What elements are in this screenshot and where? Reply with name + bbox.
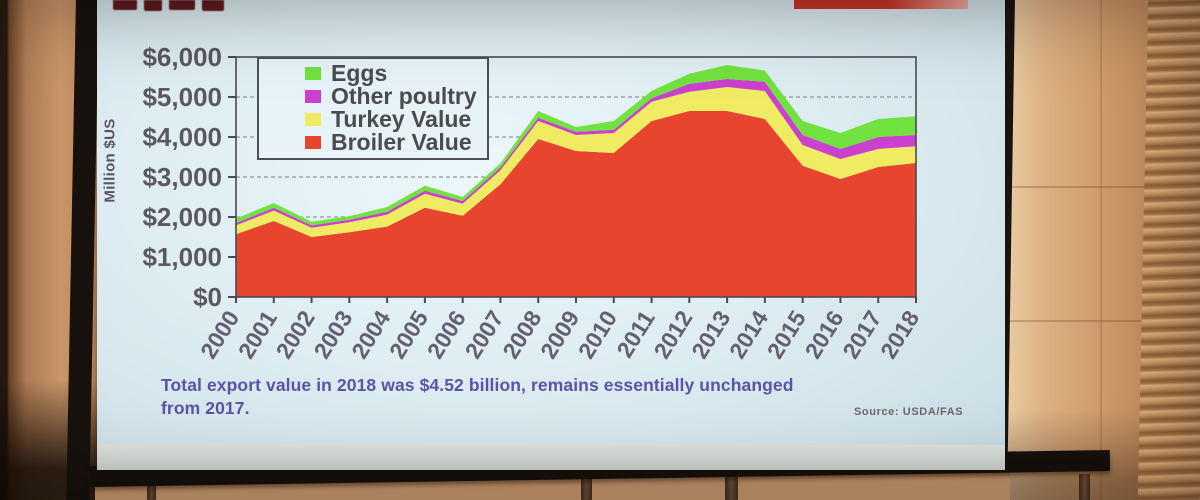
x-tick-label: 2005 xyxy=(384,306,433,363)
legend-swatch-other-poultry xyxy=(305,90,321,103)
y-tick-label: $3,000 xyxy=(142,162,222,192)
area-band-broiler-value xyxy=(236,111,916,297)
x-tick-label: 2012 xyxy=(648,306,697,363)
table-leg xyxy=(1079,474,1090,500)
x-tick-label: 2007 xyxy=(460,306,509,363)
y-tick-label: $2,000 xyxy=(142,202,222,232)
slide-logo-cutoff xyxy=(794,0,968,9)
room-wall-right xyxy=(1000,0,1148,500)
x-tick-label: 2001 xyxy=(233,306,282,363)
table-leg xyxy=(725,476,738,500)
x-tick-label: 2015 xyxy=(762,306,811,363)
legend-item: Eggs xyxy=(305,62,483,85)
x-tick-label: 2003 xyxy=(308,306,357,363)
projector-screen-slide: Million $US $0 $1,000 $2,000 $3,000 $4,000 $5… xyxy=(97,0,1005,470)
legend-swatch-broiler-value xyxy=(305,136,321,149)
stacked-area-chart: $0 $1,000 $2,000 $3,000 $4,000 $5,000 $6,000 20… xyxy=(142,42,924,363)
legend-label: Broiler Value xyxy=(331,129,472,155)
x-tick-label: 2009 xyxy=(535,306,584,363)
chart-legend: Eggs Other poultry Turkey Value Broiler Val… xyxy=(257,57,489,160)
legend-label: Turkey Value xyxy=(331,106,472,132)
y-tick-label: $0 xyxy=(193,282,222,312)
x-tick-label: 2013 xyxy=(686,306,735,363)
legend-swatch-turkey-value xyxy=(305,113,321,126)
caption-line: from 2017. xyxy=(161,398,250,419)
x-tick-label: 2004 xyxy=(346,306,395,363)
y-tick-label: $5,000 xyxy=(142,82,222,112)
screen-unlit-strip xyxy=(97,445,1005,470)
slide-title-cutoff xyxy=(113,0,224,11)
source-note: Source: USDA/FAS xyxy=(854,406,964,418)
x-tick-label: 2014 xyxy=(724,306,773,363)
x-tick-label: 2006 xyxy=(422,306,471,363)
legend-label: Eggs xyxy=(331,60,388,86)
x-tick-label: 2000 xyxy=(195,306,244,363)
legend-item: Other poultry xyxy=(305,85,483,108)
wall-seam xyxy=(1100,0,1102,500)
legend-swatch-eggs xyxy=(305,67,321,80)
table-leg xyxy=(581,476,592,500)
legend-item: Broiler Value xyxy=(305,131,483,154)
x-tick-label: 2016 xyxy=(800,306,849,363)
legend-label: Other poultry xyxy=(331,83,477,109)
y-tick-label: $4,000 xyxy=(142,122,222,152)
slide-caption: Total export value in 2018 was $4.52 bil… xyxy=(161,374,881,420)
y-tick-label: $1,000 xyxy=(142,242,222,272)
x-tick-label: 2010 xyxy=(573,306,622,363)
y-tick-label: $6,000 xyxy=(142,42,222,72)
legend-item: Turkey Value xyxy=(305,108,483,131)
caption-line: Total export value in 2018 was $4.52 bil… xyxy=(161,375,794,395)
table-leg xyxy=(147,476,156,500)
wall-seam xyxy=(1005,320,1148,322)
x-tick-label: 2018 xyxy=(875,306,924,363)
x-tick-label: 2011 xyxy=(611,306,660,362)
x-tick-label: 2002 xyxy=(271,306,320,363)
x-tick-label: 2008 xyxy=(497,306,546,363)
x-tick-label: 2017 xyxy=(837,306,886,363)
ribbed-wall-panel xyxy=(1137,0,1200,500)
wall-seam xyxy=(1005,186,1148,188)
